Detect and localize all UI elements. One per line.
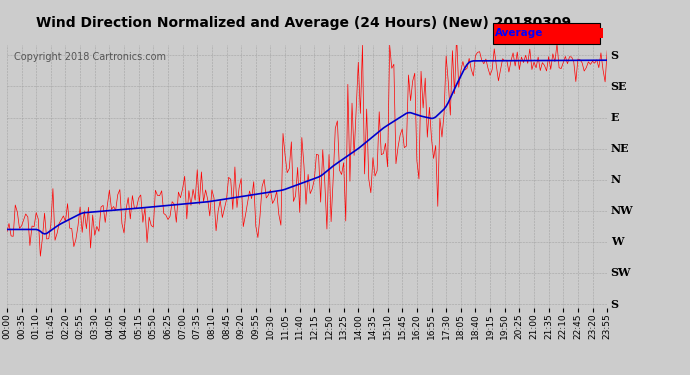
Text: SW: SW [611,267,631,279]
Text: Average: Average [495,28,543,38]
Text: S: S [611,50,619,61]
Text: SE: SE [611,81,627,92]
Text: Direction: Direction [549,28,602,38]
Text: NW: NW [611,205,633,216]
Text: W: W [611,236,623,248]
Text: Wind Direction Normalized and Average (24 Hours) (New) 20180309: Wind Direction Normalized and Average (2… [36,16,571,30]
Text: NE: NE [611,143,629,154]
Text: E: E [611,112,619,123]
Text: Copyright 2018 Cartronics.com: Copyright 2018 Cartronics.com [14,53,166,63]
Text: N: N [611,174,621,185]
Text: S: S [611,298,619,309]
